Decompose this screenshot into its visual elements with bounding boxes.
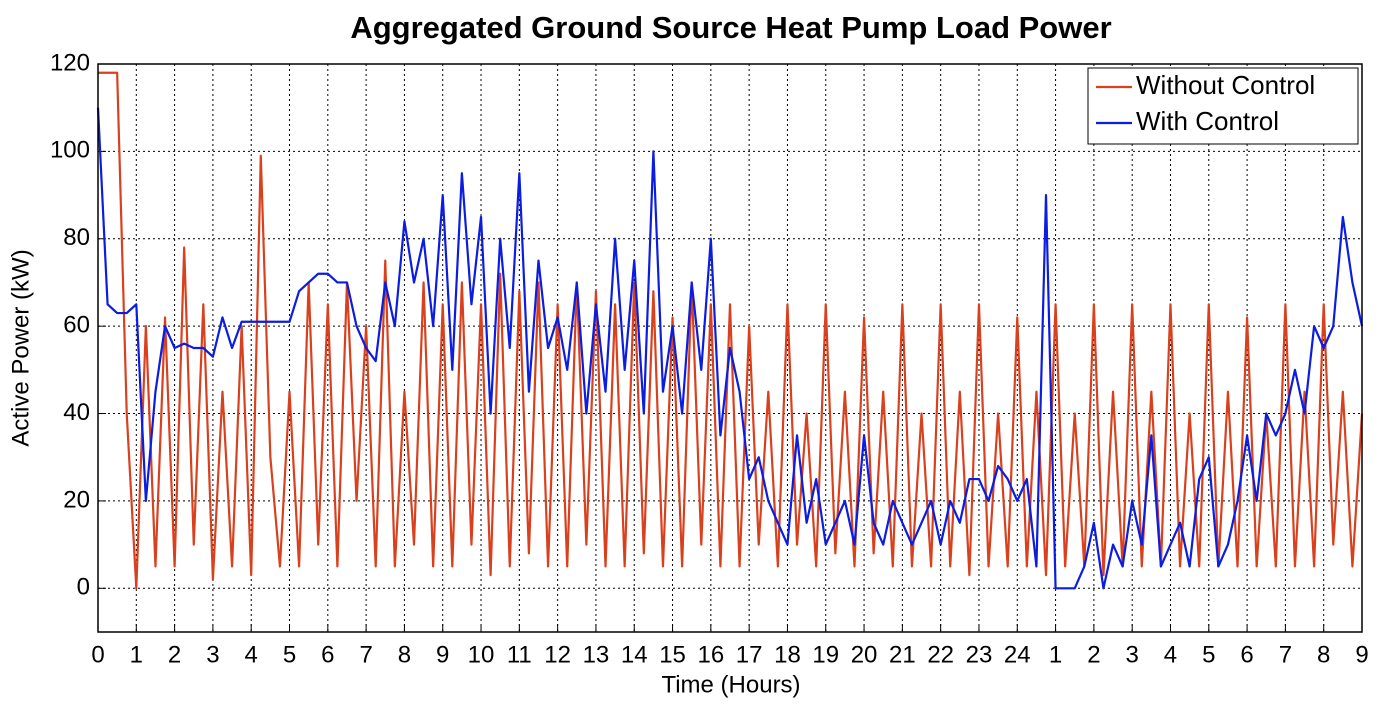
y-tick-label: 60 xyxy=(63,311,90,338)
x-tick-label: 9 xyxy=(436,641,449,668)
x-tick-label: 10 xyxy=(468,641,495,668)
y-tick-label: 100 xyxy=(50,137,90,164)
x-tick-label: 4 xyxy=(1164,641,1177,668)
x-tick-label: 17 xyxy=(736,641,763,668)
x-tick-label: 22 xyxy=(927,641,954,668)
x-tick-label: 3 xyxy=(1126,641,1139,668)
y-axis-label: Active Power (kW) xyxy=(7,249,34,446)
x-tick-label: 5 xyxy=(283,641,296,668)
data-line xyxy=(96,107,1364,590)
x-tick-label: 8 xyxy=(398,641,411,668)
x-tick-label: 23 xyxy=(966,641,993,668)
x-axis-label: Time (Hours) xyxy=(661,671,800,698)
x-tick-label: 20 xyxy=(851,641,878,668)
x-tick-label: 9 xyxy=(1355,641,1368,668)
x-tick-label: 1 xyxy=(130,641,143,668)
x-tick-label: 0 xyxy=(91,641,104,668)
y-tick-label: 80 xyxy=(63,224,90,251)
y-tick-label: 40 xyxy=(63,399,90,426)
x-tick-label: 6 xyxy=(1240,641,1253,668)
x-tick-label: 6 xyxy=(321,641,334,668)
plot-frame xyxy=(97,63,1363,633)
x-tick-label: 7 xyxy=(359,641,372,668)
x-tick-label: 1 xyxy=(1049,641,1062,668)
x-tick-label: 18 xyxy=(774,641,801,668)
x-tick-label: 2 xyxy=(168,641,181,668)
x-tick-label: 19 xyxy=(812,641,839,668)
x-tick-label: 7 xyxy=(1279,641,1292,668)
legend-label: With Control xyxy=(1136,106,1279,136)
chart-title: Aggregated Ground Source Heat Pump Load … xyxy=(350,10,1111,45)
x-tick-label: 24 xyxy=(1004,641,1031,668)
x-tick-label: 5 xyxy=(1202,641,1215,668)
x-tick-label: 14 xyxy=(621,641,648,668)
x-tick-label: 2 xyxy=(1087,641,1100,668)
y-tick-label: 120 xyxy=(50,49,90,76)
x-tick-label: 21 xyxy=(889,641,916,668)
x-tick-label: 15 xyxy=(659,641,686,668)
legend-box xyxy=(1087,67,1359,145)
legend-label: Without Control xyxy=(1136,70,1315,100)
y-tick-label: 20 xyxy=(63,486,90,513)
x-tick-label: 12 xyxy=(544,641,571,668)
x-tick-label: 16 xyxy=(697,641,724,668)
x-tick-label: 11 xyxy=(507,641,532,668)
y-tick-label: 0 xyxy=(77,574,90,601)
x-tick-label: 8 xyxy=(1317,641,1330,668)
x-tick-label: 13 xyxy=(583,641,610,668)
x-tick-label: 4 xyxy=(245,641,258,668)
x-tick-label: 3 xyxy=(206,641,219,668)
